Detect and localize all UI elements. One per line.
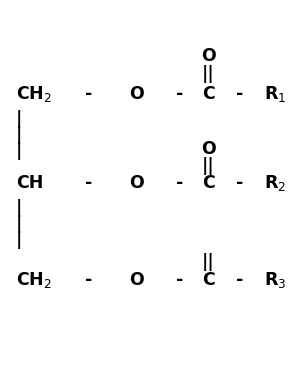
Text: |: | (16, 142, 22, 160)
Text: -: - (85, 270, 93, 288)
Text: -: - (85, 174, 93, 192)
Text: |: | (16, 110, 22, 128)
Text: CH$_2$: CH$_2$ (16, 270, 52, 290)
Text: O: O (201, 47, 215, 65)
Text: -: - (85, 85, 93, 102)
Text: O: O (129, 174, 144, 192)
Text: -: - (176, 270, 184, 288)
Text: ||: || (202, 65, 215, 83)
Text: ||: || (202, 253, 215, 272)
Text: -: - (236, 174, 243, 192)
Text: O: O (129, 270, 144, 288)
Text: |: | (16, 231, 22, 249)
Text: CH: CH (16, 174, 43, 192)
Text: -: - (176, 174, 184, 192)
Text: -: - (236, 85, 243, 102)
Text: R$_3$: R$_3$ (264, 270, 286, 290)
Text: O: O (129, 85, 144, 102)
Text: C: C (202, 174, 215, 192)
Text: R$_2$: R$_2$ (264, 173, 286, 193)
Text: -: - (236, 270, 243, 288)
Text: C: C (202, 85, 215, 102)
Text: ||: || (202, 157, 215, 175)
Text: CH$_2$: CH$_2$ (16, 83, 52, 104)
Text: |: | (16, 215, 22, 233)
Text: R$_1$: R$_1$ (264, 83, 286, 104)
Text: |: | (16, 126, 22, 144)
Text: -: - (176, 85, 184, 102)
Text: |: | (16, 199, 22, 217)
Text: O: O (201, 140, 215, 158)
Text: C: C (202, 270, 215, 288)
